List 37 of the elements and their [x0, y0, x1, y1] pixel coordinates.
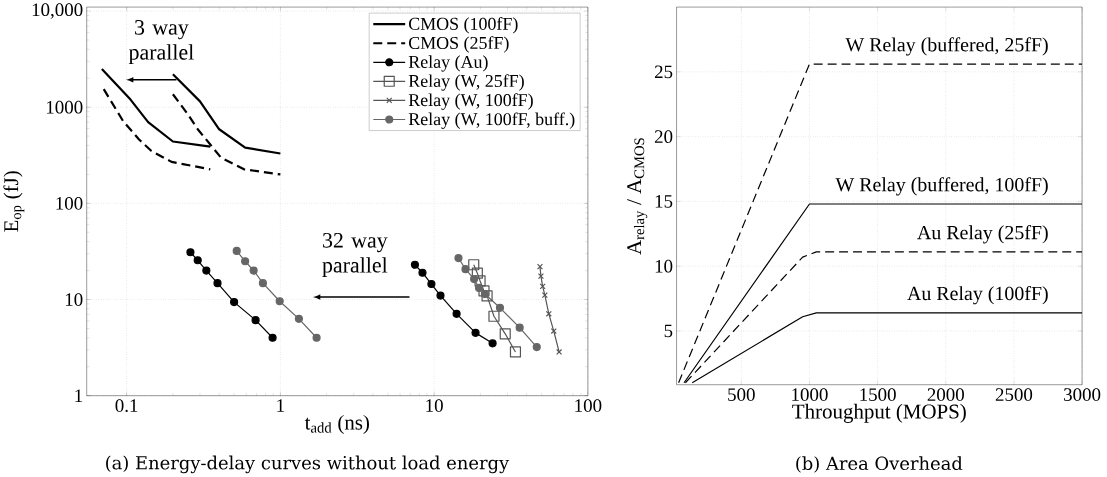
x-tick-label: 0.1 [115, 399, 138, 412]
x-axis-title: t$_{add}$ (ns) [304, 414, 369, 434]
series-label: W Relay (buffered, 25fF) [845, 37, 1048, 56]
x-tick-label: 3000 [1064, 388, 1101, 401]
y-axis-title: E$_{op}$ (fJ) [3, 171, 25, 232]
x-tick-label: 100 [575, 399, 602, 412]
y-tick-label: 25 [654, 65, 673, 79]
y-axis-title: A$_{relay}$ / A$_{CMOS}$ [627, 137, 648, 255]
y-tick-label: 15 [655, 194, 673, 208]
series-label: Au Relay (25fF) [917, 224, 1048, 244]
legend-label: Relay (Au) [408, 55, 488, 72]
x-axis-title: Throughput (MOPS) [792, 403, 966, 423]
text: (b) Area Overhead [796, 456, 963, 473]
annotation: 32 way parallel [322, 232, 388, 277]
x-tick-label: 2500 [995, 388, 1033, 401]
legend-label: CMOS (25fF) [408, 36, 509, 53]
y-tick-label: 10 [655, 259, 673, 273]
y-tick-label: 5 [664, 324, 673, 338]
y-tick-label: 10 [65, 292, 83, 306]
x-tick-label: 1000 [792, 388, 828, 401]
y-tick-label: 100 [56, 196, 83, 210]
legend-label: CMOS (100fF) [408, 16, 518, 34]
legend-label: Relay (W, 100fF) [408, 93, 533, 110]
series-label: Au Relay (100fF) [907, 285, 1048, 305]
x-tick-label: 500 [728, 388, 755, 401]
y-tick-label: 1000 [46, 100, 83, 114]
y-tick-label: 10,000 [32, 3, 83, 19]
x-tick-label: 1500 [860, 388, 896, 401]
x-tick-label: 1 [277, 399, 284, 412]
text: (a) Energy-delay curves without load energy [106, 455, 510, 474]
x-tick-label: 2000 [927, 388, 964, 401]
y-tick-label: 20 [654, 130, 673, 143]
x-tick-label: 10 [426, 399, 443, 412]
series-label: W Relay (buffered, 100fF) [835, 176, 1048, 196]
legend-label: Relay (W, 25fF) [408, 74, 524, 91]
legend-label: Relay (W, 100fF, buff.) [408, 112, 575, 129]
annotation: 3 way parallel [128, 19, 194, 64]
